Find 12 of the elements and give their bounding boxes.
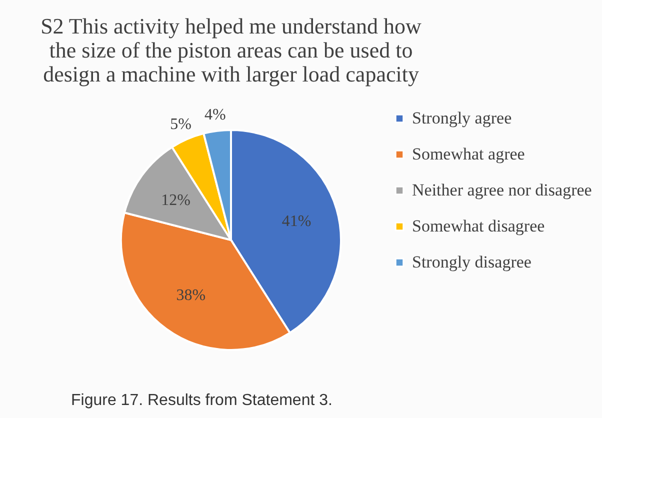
legend-label: Strongly disagree [412, 252, 532, 272]
data-label: 38% [176, 287, 206, 304]
chart-title: S2 This activity helped me understand how the size of the piston areas can be used to design a machine with larger load capacity [40, 13, 422, 86]
data-label: 41% [282, 212, 312, 230]
data-label: 12% [161, 192, 190, 209]
data-label: 5% [170, 116, 192, 133]
caption: Figure 17. Results from Statement 3. [71, 392, 332, 409]
legend-label: Somewhat disagree [412, 216, 545, 236]
legend-label: Somewhat agree [412, 144, 525, 164]
data-label: 4% [204, 106, 226, 124]
legend-label: Neither agree nor disagree [412, 180, 592, 200]
legend-label: Strongly agree [412, 108, 512, 128]
